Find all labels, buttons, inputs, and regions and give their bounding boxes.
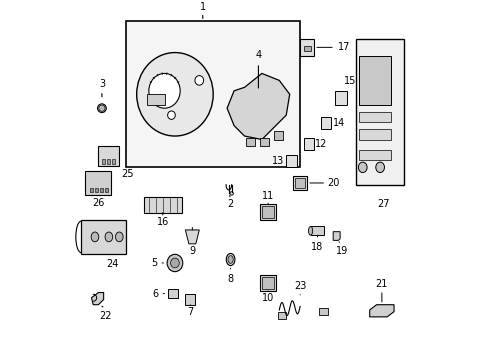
Bar — [285, 155, 296, 167]
Bar — [303, 46, 310, 51]
Polygon shape — [332, 232, 340, 240]
Bar — [246, 138, 254, 147]
Bar — [112, 159, 115, 164]
Ellipse shape — [105, 232, 112, 242]
Ellipse shape — [91, 232, 99, 242]
Text: 8: 8 — [227, 274, 233, 284]
Bar — [355, 39, 404, 185]
Text: 6: 6 — [152, 289, 158, 298]
Polygon shape — [185, 230, 199, 244]
Bar — [294, 178, 305, 188]
Bar — [359, 56, 390, 105]
Bar — [90, 188, 92, 192]
Ellipse shape — [99, 105, 105, 111]
Bar — [260, 204, 275, 220]
Bar — [293, 176, 306, 190]
Text: 12: 12 — [314, 139, 327, 149]
Bar — [260, 138, 268, 147]
Bar — [260, 275, 275, 291]
Bar — [81, 220, 126, 254]
Text: 5: 5 — [151, 258, 157, 268]
Text: 10: 10 — [262, 293, 274, 303]
Ellipse shape — [308, 226, 312, 235]
Bar — [98, 147, 119, 166]
Text: 3: 3 — [99, 79, 105, 89]
Ellipse shape — [98, 104, 106, 113]
Bar — [168, 289, 178, 298]
Ellipse shape — [195, 76, 203, 85]
Bar — [359, 129, 390, 140]
Text: 22: 22 — [99, 311, 111, 321]
Bar — [359, 150, 390, 160]
Bar — [262, 206, 273, 218]
Bar — [102, 159, 104, 164]
Ellipse shape — [167, 111, 175, 120]
Bar — [262, 277, 273, 289]
Ellipse shape — [170, 258, 179, 268]
Text: 19: 19 — [335, 246, 347, 256]
Ellipse shape — [115, 232, 123, 242]
Text: 27: 27 — [377, 199, 389, 209]
Ellipse shape — [226, 253, 234, 266]
Bar — [95, 188, 98, 192]
Ellipse shape — [167, 254, 183, 272]
Text: 26: 26 — [92, 198, 104, 208]
Text: 20: 20 — [326, 178, 339, 188]
Bar — [100, 188, 103, 192]
Text: 24: 24 — [106, 260, 118, 270]
Bar — [334, 91, 346, 105]
Text: 23: 23 — [293, 281, 305, 291]
Bar — [303, 138, 313, 150]
Ellipse shape — [137, 53, 213, 136]
Text: 11: 11 — [262, 192, 274, 201]
Text: 4: 4 — [255, 50, 261, 59]
Polygon shape — [91, 293, 103, 305]
Text: 2: 2 — [226, 199, 233, 209]
Bar — [310, 226, 324, 235]
Bar — [84, 171, 110, 195]
Bar — [300, 39, 313, 56]
Bar — [320, 117, 331, 129]
Bar — [185, 294, 195, 305]
Bar — [359, 112, 390, 122]
Ellipse shape — [227, 256, 233, 263]
Text: 9: 9 — [189, 246, 195, 256]
Text: 17: 17 — [338, 42, 350, 52]
Polygon shape — [226, 73, 289, 140]
Bar — [126, 21, 300, 167]
Text: 16: 16 — [156, 217, 168, 227]
Ellipse shape — [375, 162, 384, 172]
Bar — [277, 312, 285, 319]
Ellipse shape — [229, 192, 233, 195]
Text: 21: 21 — [375, 279, 387, 289]
Text: 15: 15 — [343, 76, 355, 86]
Bar — [273, 131, 282, 140]
Bar — [143, 197, 182, 212]
Bar — [107, 159, 110, 164]
Bar — [105, 188, 108, 192]
Ellipse shape — [358, 162, 366, 172]
Text: 14: 14 — [332, 118, 345, 128]
Ellipse shape — [148, 73, 180, 108]
Text: 25: 25 — [121, 169, 133, 179]
Text: 1: 1 — [199, 1, 205, 12]
Text: 18: 18 — [311, 242, 323, 252]
Bar — [147, 94, 164, 105]
Polygon shape — [369, 305, 393, 317]
Text: 13: 13 — [272, 156, 284, 166]
Text: 7: 7 — [187, 307, 193, 317]
Bar — [319, 308, 327, 315]
